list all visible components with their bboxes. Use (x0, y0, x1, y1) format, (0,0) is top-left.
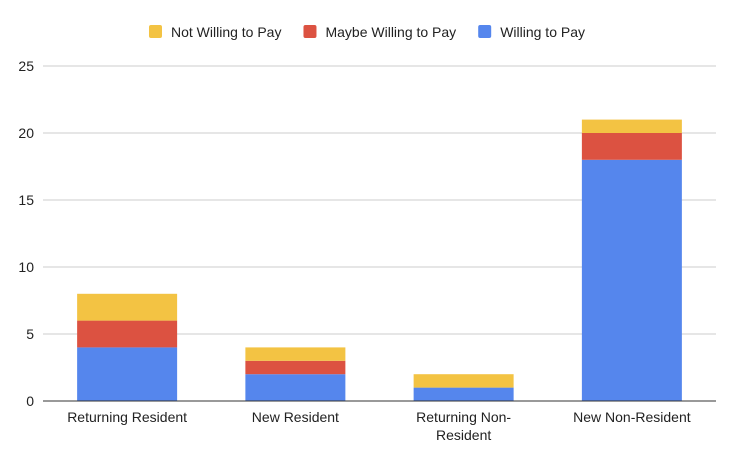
legend-swatch (303, 25, 317, 38)
x-tick-label: New Resident (252, 409, 339, 425)
y-tick-label: 0 (26, 393, 34, 409)
bar-maybe-willing-to-pay-new-non-resident (581, 133, 682, 160)
legend-label: Maybe Willing to Pay (325, 24, 456, 40)
legend-item-maybe-willing-to-pay: Maybe Willing to Pay (303, 24, 456, 40)
y-tick-label: 20 (18, 125, 34, 141)
x-axis-labels: Returning Resident New Resident Returning … (67, 409, 691, 443)
legend-item-not-willing-to-pay: Not Willing to Pay (148, 24, 281, 40)
bar-willing-to-pay-returning-non-resident (413, 387, 514, 401)
bar-not-willing-to-pay-returning-resident (77, 293, 178, 321)
bar-not-willing-to-pay-returning-non-resident (413, 374, 514, 388)
y-tick-label: 25 (18, 58, 34, 74)
legend-label: Not Willing to Pay (171, 24, 281, 40)
legend-swatch (478, 25, 492, 38)
y-axis-ticks: 0 5 10 15 20 25 (18, 58, 34, 409)
legend: Not Willing to Pay Maybe Willing to Pay Wi… (148, 24, 585, 40)
x-tick-label: New Non-Resident (573, 409, 691, 425)
x-tick-label: Returning Non-Resident (416, 409, 511, 443)
y-tick-label: 10 (18, 259, 34, 275)
y-tick-label: 5 (26, 326, 34, 342)
bar-not-willing-to-pay-new-resident (245, 347, 346, 361)
bars (77, 119, 682, 401)
bar-willing-to-pay-new-non-resident (581, 159, 682, 401)
x-tick-label: Returning Resident (67, 409, 187, 425)
bar-willing-to-pay-returning-resident (77, 347, 178, 401)
bar-maybe-willing-to-pay-new-resident (245, 360, 346, 375)
bar-maybe-willing-to-pay-returning-resident (77, 320, 178, 348)
bar-not-willing-to-pay-new-non-resident (581, 119, 682, 133)
bar-willing-to-pay-new-resident (245, 374, 346, 401)
legend-item-willing-to-pay: Willing to Pay (478, 24, 585, 40)
legend-swatch (148, 25, 162, 38)
y-tick-label: 15 (18, 192, 34, 208)
legend-label: Willing to Pay (500, 24, 585, 40)
